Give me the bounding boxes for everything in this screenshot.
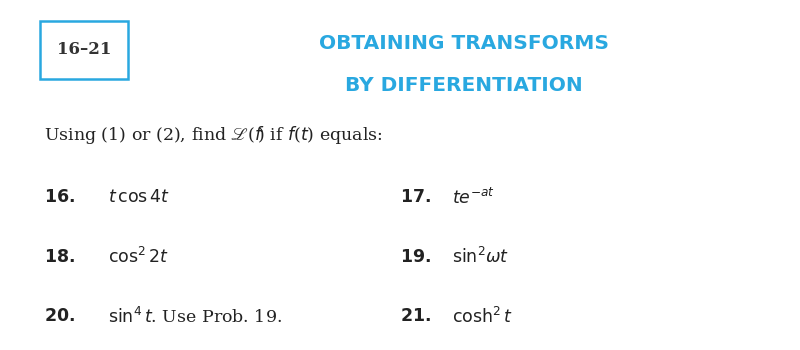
FancyBboxPatch shape: [40, 21, 128, 79]
Text: $\cos^2 2t$: $\cos^2 2t$: [108, 247, 169, 267]
Text: $\mathbf{19.}$: $\mathbf{19.}$: [400, 249, 431, 266]
Text: $\mathbf{17.}$: $\mathbf{17.}$: [400, 189, 431, 206]
Text: $\mathbf{18.}$: $\mathbf{18.}$: [44, 249, 75, 266]
Text: $\mathbf{20.}$: $\mathbf{20.}$: [44, 308, 75, 325]
Text: $\sin^4 t$. Use Prob. 19.: $\sin^4 t$. Use Prob. 19.: [108, 307, 282, 327]
Text: $\cosh^2 t$: $\cosh^2 t$: [452, 307, 513, 327]
Text: $te^{-at}$: $te^{-at}$: [452, 188, 495, 208]
Text: 16–21: 16–21: [57, 41, 111, 58]
Text: BY DIFFERENTIATION: BY DIFFERENTIATION: [345, 76, 583, 95]
Text: $\mathbf{16.}$: $\mathbf{16.}$: [44, 189, 75, 206]
Text: $t\,\cos 4t$: $t\,\cos 4t$: [108, 189, 170, 206]
Text: Using (1) or (2), find $\mathscr{L}$($f\!$) if $f$($t$) equals:: Using (1) or (2), find $\mathscr{L}$($f\…: [44, 124, 382, 146]
Text: $\sin^2\!\omega t$: $\sin^2\!\omega t$: [452, 247, 509, 267]
Text: $\mathbf{21.}$: $\mathbf{21.}$: [400, 308, 431, 325]
Text: OBTAINING TRANSFORMS: OBTAINING TRANSFORMS: [319, 34, 609, 53]
